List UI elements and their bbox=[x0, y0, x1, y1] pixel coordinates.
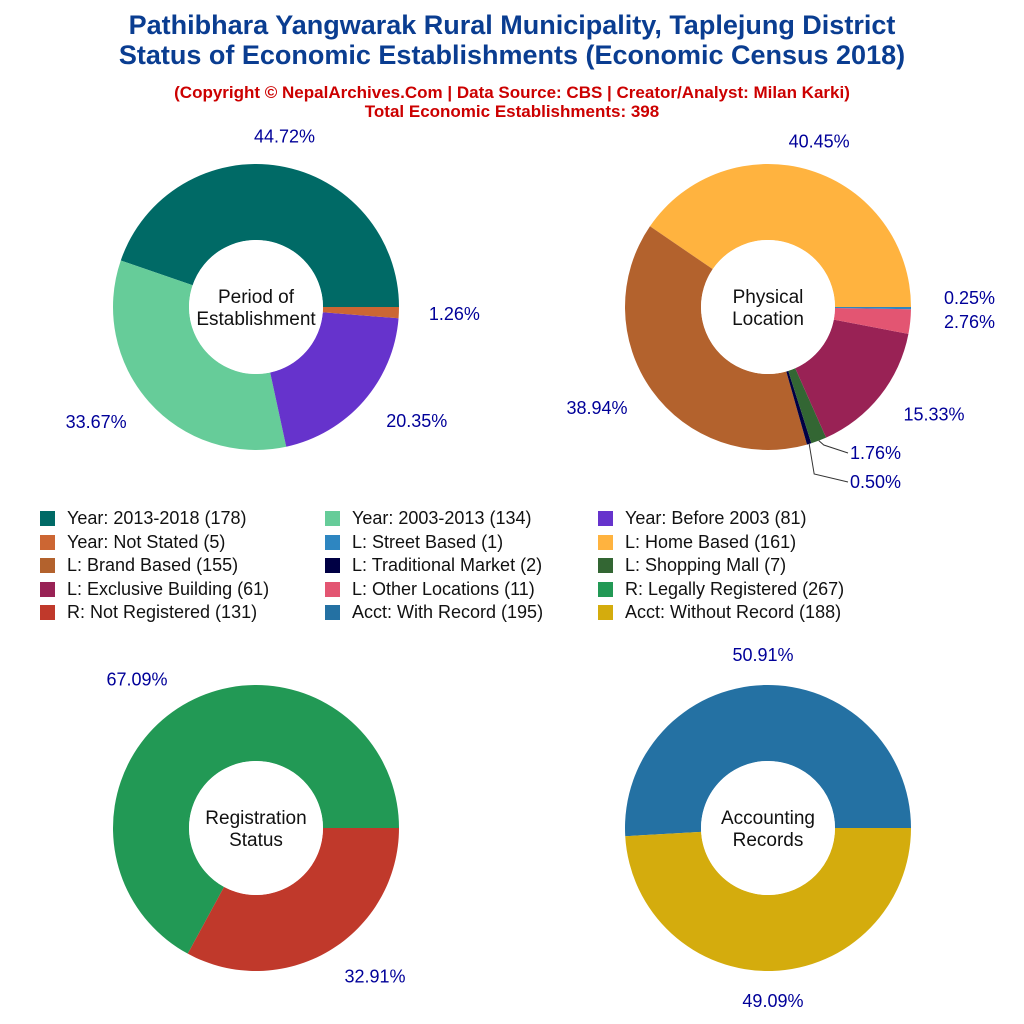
legend-label: Year: Not Stated (5) bbox=[67, 531, 226, 552]
center-label: Physical bbox=[733, 287, 804, 308]
legend-swatch bbox=[598, 511, 613, 526]
legend-item: L: Street Based (1) bbox=[325, 532, 503, 553]
legend-item: R: Legally Registered (267) bbox=[598, 579, 844, 600]
subtitle: (Copyright © NepalArchives.Com | Data So… bbox=[174, 83, 850, 102]
slice-l-traditional-market bbox=[786, 370, 812, 445]
legend-label: L: Other Locations (11) bbox=[352, 578, 535, 599]
slice-label: 20.35% bbox=[386, 411, 447, 431]
slice-label: 1.26% bbox=[429, 304, 480, 324]
slice-year-2003-2013 bbox=[113, 260, 287, 450]
legend-label: L: Shopping Mall (7) bbox=[625, 555, 787, 575]
title-line-2: Status of Economic Establishments (Econo… bbox=[118, 40, 906, 70]
slice-l-street-based bbox=[834, 307, 912, 310]
donut-hole bbox=[701, 761, 835, 895]
center-label: Status bbox=[229, 830, 283, 851]
legend-swatch bbox=[325, 581, 340, 597]
legend-item: L: Traditional Market (2) bbox=[325, 555, 542, 576]
legend-swatch bbox=[598, 581, 613, 597]
center-label: Establishment bbox=[196, 309, 316, 330]
legend-swatch bbox=[40, 511, 55, 526]
donut-hole bbox=[189, 240, 323, 374]
leader-line bbox=[808, 443, 849, 483]
slice-label: 0.25% bbox=[944, 288, 995, 308]
donut-chart-1: 44.72% 33.67% 20.35% 1.26% Period ofEstablis… bbox=[66, 126, 480, 450]
slice-l-shopping-mall bbox=[788, 368, 827, 444]
slice-label: 44.72% bbox=[254, 126, 315, 146]
legend-swatch bbox=[598, 558, 613, 573]
legend-label: L: Traditional Market (2) bbox=[352, 555, 543, 575]
slice-label: 32.91% bbox=[344, 967, 405, 987]
center-label: Registration bbox=[205, 808, 306, 829]
slice-year-before-2003 bbox=[270, 312, 399, 447]
donut-hole bbox=[701, 240, 835, 374]
legend-label: Acct: With Record (195) bbox=[352, 602, 544, 622]
slice-year-2013-2018 bbox=[120, 164, 400, 307]
legend-item: Acct: With Record (195) bbox=[325, 602, 543, 623]
slice-label: 40.45% bbox=[789, 132, 850, 152]
slice-r-legally-registered bbox=[112, 684, 399, 954]
center-label: Period of bbox=[218, 287, 295, 308]
legend-swatch bbox=[40, 558, 55, 573]
legend-item: L: Home Based (161) bbox=[598, 532, 796, 553]
slice-label: 38.94% bbox=[566, 398, 627, 418]
slice-label: 67.09% bbox=[106, 669, 167, 689]
legend-swatch bbox=[40, 605, 55, 620]
slice-r-not-registered bbox=[187, 828, 399, 971]
legend-item: L: Exclusive Building (61) bbox=[40, 579, 269, 600]
slice-label: 0.50% bbox=[850, 472, 901, 492]
legend-label: L: Brand Based (155) bbox=[67, 555, 239, 575]
legend-item: Year: 2013-2018 (178) bbox=[40, 508, 246, 529]
legend-swatch bbox=[325, 558, 340, 573]
slice-l-home-based bbox=[649, 164, 911, 307]
slice-acct-without-record bbox=[625, 828, 911, 971]
legend-swatch bbox=[598, 534, 613, 550]
donut-hole bbox=[189, 761, 323, 895]
legend-item: L: Other Locations (11) bbox=[325, 579, 535, 600]
legend-item: L: Shopping Mall (7) bbox=[598, 555, 786, 576]
donut-chart-2: 40.45% 38.94% 0.50% 1.76%15.33% 2.76% 0.25% Ph… bbox=[566, 132, 995, 492]
legend-item: Year: Not Stated (5) bbox=[40, 532, 225, 553]
legend-label: R: Not Registered (131) bbox=[67, 602, 258, 622]
legend-label: L: Home Based (161) bbox=[625, 531, 797, 552]
slice-label: 15.33% bbox=[903, 405, 964, 425]
legend-label: Year: 2003-2013 (134) bbox=[352, 508, 532, 528]
legend-item: L: Brand Based (155) bbox=[40, 555, 238, 576]
slice-l-brand-based bbox=[625, 226, 808, 450]
legend-swatch bbox=[325, 511, 340, 526]
legend-item: R: Not Registered (131) bbox=[40, 602, 257, 623]
slice-label: 33.67% bbox=[66, 412, 127, 432]
slice-acct-with-record bbox=[624, 684, 911, 837]
slice-label: 50.91% bbox=[733, 645, 794, 665]
slice-l-other-locations bbox=[833, 308, 911, 334]
legend-swatch bbox=[325, 534, 340, 550]
slice-label: 2.76% bbox=[944, 312, 995, 332]
legend-item: Acct: Without Record (188) bbox=[598, 602, 841, 623]
slice-label: 1.76% bbox=[850, 443, 901, 463]
leader-line bbox=[818, 440, 849, 454]
legend-label: Year: Before 2003 (81) bbox=[625, 508, 807, 528]
slice-label: 49.09% bbox=[742, 991, 803, 1011]
center-label: Location bbox=[732, 309, 804, 330]
legend-label: L: Exclusive Building (61) bbox=[67, 578, 270, 599]
slice-l-exclusive-building bbox=[795, 319, 909, 438]
legend-swatch bbox=[598, 605, 613, 620]
legend-item: Year: 2003-2013 (134) bbox=[325, 508, 531, 529]
legend-label: L: Street Based (1) bbox=[352, 531, 504, 552]
legend-label: Acct: Without Record (188) bbox=[625, 602, 842, 622]
center-label: Accounting bbox=[721, 808, 815, 829]
legend-swatch bbox=[325, 605, 340, 620]
total-label: Total Economic Establishments: 398 bbox=[364, 102, 660, 121]
legend-swatch bbox=[40, 581, 55, 597]
legend-swatch bbox=[40, 534, 55, 550]
legend-label: R: Legally Registered (267) bbox=[625, 578, 845, 599]
center-label: Records bbox=[733, 830, 804, 851]
title-line-1: Pathibhara Yangwarak Rural Municipality,… bbox=[128, 10, 896, 40]
legend-item: Year: Before 2003 (81) bbox=[598, 508, 806, 529]
slice-year-not-stated bbox=[322, 307, 399, 319]
legend-label: Year: 2013-2018 (178) bbox=[67, 508, 247, 528]
